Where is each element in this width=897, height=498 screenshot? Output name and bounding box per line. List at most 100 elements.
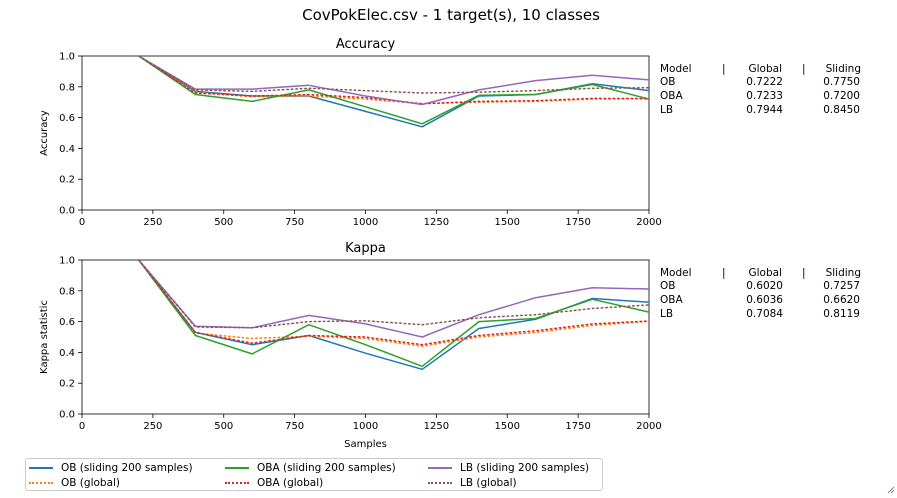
y-tick-label: 0.0 <box>59 206 75 217</box>
table-header-sliding: Sliding <box>826 63 861 75</box>
legend: OB (sliding 200 samples) OB (global) OBA… <box>25 458 603 491</box>
kappa-y-axis-label: Kappa statistic <box>39 300 50 374</box>
accuracy-y-axis-label: Accuracy <box>39 110 50 156</box>
table-row-model: OB <box>660 76 675 88</box>
table-header-model: Model <box>660 63 692 75</box>
table-header-separator: | <box>802 63 806 75</box>
x-tick-label: 2000 <box>636 421 661 432</box>
y-tick-label: 1.0 <box>59 256 75 267</box>
plot-frame <box>81 55 650 211</box>
legend-swatch <box>428 481 452 484</box>
legend-swatch <box>428 466 452 469</box>
table-row-sliding: 0.7200 <box>823 90 860 102</box>
x-tick-label: 750 <box>285 421 304 432</box>
legend-label: LB (sliding 200 samples) <box>460 461 590 474</box>
table-row-global: 0.7222 <box>746 76 783 88</box>
kappa-axes: 0 250 500 750 1000 1250 1500 1750 2000 0.0 0.2 0.4 0… <box>59 256 662 433</box>
legend-swatch <box>29 466 53 469</box>
legend-label: OB (sliding 200 samples) <box>61 461 193 474</box>
y-tick-label: 1.0 <box>59 52 75 63</box>
legend-item: OB (global) <box>29 475 120 490</box>
y-tick-label: 0.0 <box>59 410 75 421</box>
x-tick-label: 1000 <box>353 217 378 228</box>
table-row-sliding: 0.7750 <box>823 76 860 88</box>
y-tick-label: 0.8 <box>59 82 75 93</box>
table-row-global: 0.7084 <box>746 308 783 320</box>
x-tick-label: 2000 <box>636 217 661 228</box>
series-line-brown <box>137 259 650 329</box>
table-row-global: 0.7944 <box>746 104 783 116</box>
table-row-global: 0.6020 <box>746 280 783 292</box>
table-row-sliding: 0.6620 <box>823 294 860 306</box>
series-line-green <box>138 55 650 125</box>
accuracy-summary-table: Model | Global | Sliding OB 0.7222 0.775… <box>660 63 861 116</box>
accuracy-panel: Accuracy Accuracy 0 250 500 750 1000 1250 1500… <box>39 37 861 228</box>
kappa-summary-table: Model | Global | Sliding OB 0.6020 0.725… <box>660 267 861 320</box>
table-header-model: Model <box>660 267 692 279</box>
plot-frame <box>81 259 650 415</box>
accuracy-panel-title: Accuracy <box>336 37 396 52</box>
x-tick-label: 1750 <box>565 217 590 228</box>
x-tick-label: 1500 <box>495 421 520 432</box>
table-row-sliding: 0.8450 <box>823 104 860 116</box>
series-line-purple <box>138 259 650 338</box>
series-line-orange <box>137 259 650 347</box>
legend-label: LB (global) <box>460 476 517 489</box>
x-tick-label: 500 <box>214 217 233 228</box>
y-tick-label: 0.4 <box>59 144 75 155</box>
x-tick-label: 1250 <box>424 217 449 228</box>
legend-item: OBA (global) <box>225 475 323 490</box>
figure-title: CovPokElec.csv - 1 target(s), 10 classes <box>302 6 600 24</box>
legend-item: OBA (sliding 200 samples) <box>225 460 396 475</box>
kappa-panel: Kappa Kappa statistic Samples 0 250 500 750… <box>39 241 861 450</box>
x-tick-label: 500 <box>214 421 233 432</box>
y-tick-label: 0.8 <box>59 286 75 297</box>
legend-label: OB (global) <box>61 476 121 489</box>
table-row-model: OB <box>660 280 675 292</box>
legend-item: LB (global) <box>428 475 517 490</box>
x-tick-label: 1750 <box>565 421 590 432</box>
y-tick-label: 0.2 <box>59 175 75 186</box>
x-tick-label: 1000 <box>353 421 378 432</box>
accuracy-axes: 0 250 500 750 1000 1250 1500 1750 2000 0.0 0.2 0.4 0… <box>59 52 662 229</box>
y-tick-label: 0.6 <box>59 113 75 124</box>
resize-grip-icon[interactable] <box>887 486 895 494</box>
table-row-sliding: 0.7257 <box>823 280 860 292</box>
table-header-sliding: Sliding <box>826 267 861 279</box>
legend-item: LB (sliding 200 samples) <box>428 460 589 475</box>
legend-swatch <box>225 481 249 484</box>
x-tick-label: 250 <box>143 421 162 432</box>
table-row-model: OBA <box>660 294 683 306</box>
legend-item: OB (sliding 200 samples) <box>29 460 193 475</box>
legend-swatch <box>225 466 249 469</box>
x-tick-label: 1250 <box>424 421 449 432</box>
table-header-global: Global <box>749 267 783 279</box>
x-tick-label: 0 <box>79 217 85 228</box>
table-row-global: 0.7233 <box>746 90 783 102</box>
series-line-red <box>137 259 650 346</box>
legend-label: OBA (global) <box>257 476 324 489</box>
series-line-purple <box>138 55 650 106</box>
table-row-model: LB <box>660 104 673 116</box>
table-row-sliding: 0.8119 <box>823 308 860 320</box>
series-line-green <box>138 259 650 368</box>
table-header-separator: | <box>802 267 806 279</box>
x-tick-label: 1500 <box>495 217 520 228</box>
series-line-blue <box>138 259 650 371</box>
table-row-model: OBA <box>660 90 683 102</box>
table-row-global: 0.6036 <box>746 294 783 306</box>
kappa-series-lines <box>137 259 650 371</box>
table-header-separator: | <box>722 63 726 75</box>
table-row-model: LB <box>660 308 673 320</box>
table-header-global: Global <box>749 63 783 75</box>
x-tick-label: 250 <box>143 217 162 228</box>
kappa-panel-title: Kappa <box>345 241 386 256</box>
x-tick-label: 0 <box>79 421 85 432</box>
series-line-blue <box>138 55 650 128</box>
legend-swatch <box>29 481 53 484</box>
y-tick-label: 0.2 <box>59 379 75 390</box>
legend-label: OBA (sliding 200 samples) <box>257 461 396 474</box>
y-tick-label: 0.4 <box>59 348 75 359</box>
y-tick-label: 0.6 <box>59 317 75 328</box>
